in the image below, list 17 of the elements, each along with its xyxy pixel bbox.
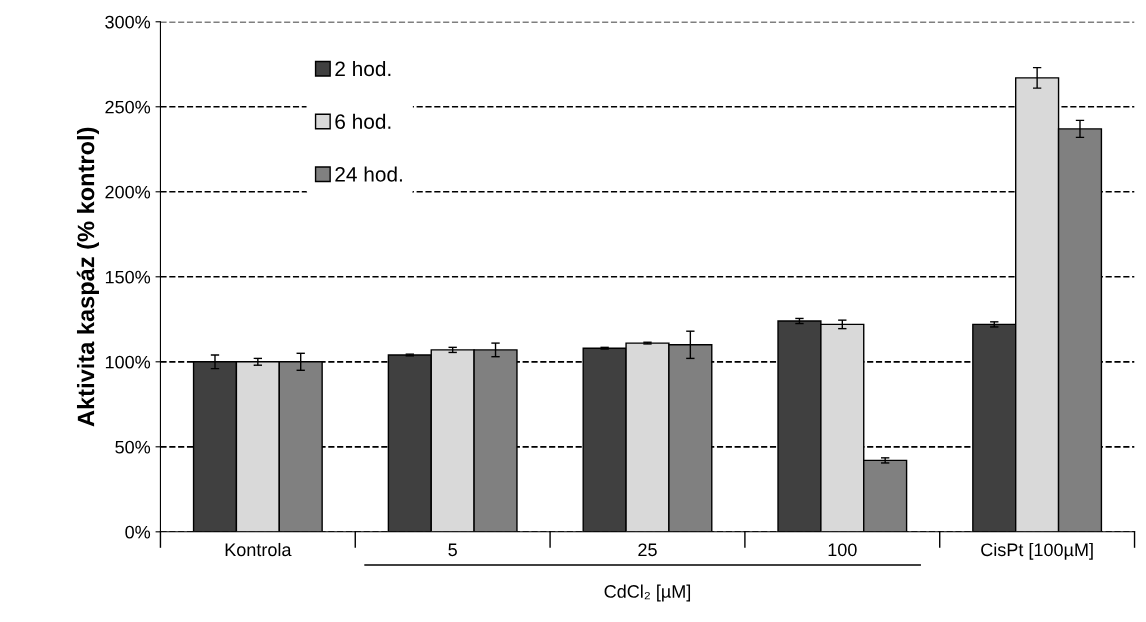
x-tick-label: CisPt [100µM] bbox=[981, 542, 1093, 560]
legend-label: 6 hod. bbox=[335, 113, 391, 129]
y-tick-label: 250% bbox=[105, 100, 151, 114]
y-tick-label: 100% bbox=[105, 355, 151, 369]
text: CdCl₂ [µM] bbox=[604, 584, 691, 602]
legend-label: 24 hod. bbox=[335, 166, 402, 182]
x-tick-label: 100 bbox=[828, 543, 857, 557]
y-tick-label: 150% bbox=[105, 270, 151, 284]
x-tick-label: 5 bbox=[448, 543, 457, 557]
y-tick-label: 0% bbox=[125, 525, 151, 539]
x-tick-label: Kontrola bbox=[225, 542, 292, 557]
x-tick-label: 25 bbox=[638, 543, 657, 557]
y-tick-label: 50% bbox=[115, 440, 151, 454]
y-axis-title: Aktivita kaspáz (% kontrol) bbox=[76, 127, 99, 427]
y-tick-label: 300% bbox=[105, 15, 151, 29]
y-tick-label: 200% bbox=[105, 185, 151, 199]
legend-label: 2 hod. bbox=[335, 60, 391, 77]
